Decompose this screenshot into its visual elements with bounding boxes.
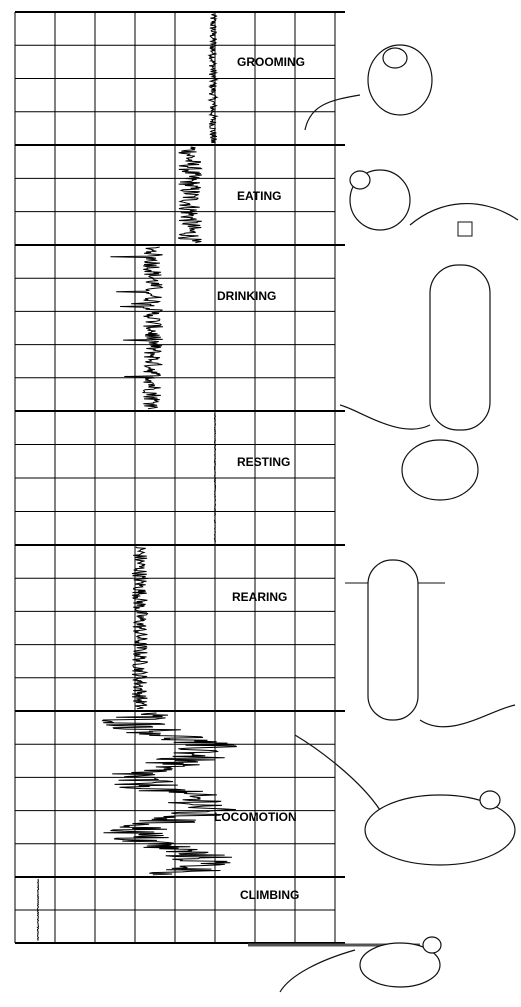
- mouse-ear: [350, 171, 370, 189]
- behavior-label: REARING: [232, 590, 287, 604]
- mouse-tail: [340, 405, 430, 429]
- mouse-tail: [295, 735, 380, 810]
- mouse-ear: [423, 937, 441, 953]
- activity-trace: [178, 147, 202, 243]
- behavior-label: GROOMING: [237, 55, 305, 69]
- mouse-tail: [305, 95, 360, 130]
- activity-trace: [38, 879, 39, 941]
- behavior-label: LOCOMOTION: [214, 810, 297, 824]
- activity-trace: [215, 413, 216, 543]
- mouse-tail: [420, 705, 515, 727]
- mouse-drawings: [248, 45, 518, 992]
- activity-trace: [110, 247, 163, 409]
- traces: [38, 14, 237, 941]
- mouse-ear: [480, 791, 500, 809]
- behavior-label: DRINKING: [217, 289, 276, 303]
- figure: GROOMING EATING DRINKING RESTING REARING LOCO…: [0, 0, 521, 1002]
- behavior-label: CLIMBING: [240, 888, 299, 902]
- behavior-label: RESTING: [237, 455, 290, 469]
- mouse-body: [368, 560, 418, 720]
- mouse-ear: [383, 48, 407, 68]
- behavior-label: EATING: [237, 189, 281, 203]
- activity-trace: [132, 547, 148, 709]
- water-spout: [458, 222, 472, 236]
- activity-trace: [103, 713, 237, 875]
- mouse-body: [402, 440, 478, 500]
- labels: GROOMING EATING DRINKING RESTING REARING LOCO…: [214, 55, 305, 902]
- mouse-body: [430, 265, 490, 430]
- mouse-tail: [280, 950, 355, 992]
